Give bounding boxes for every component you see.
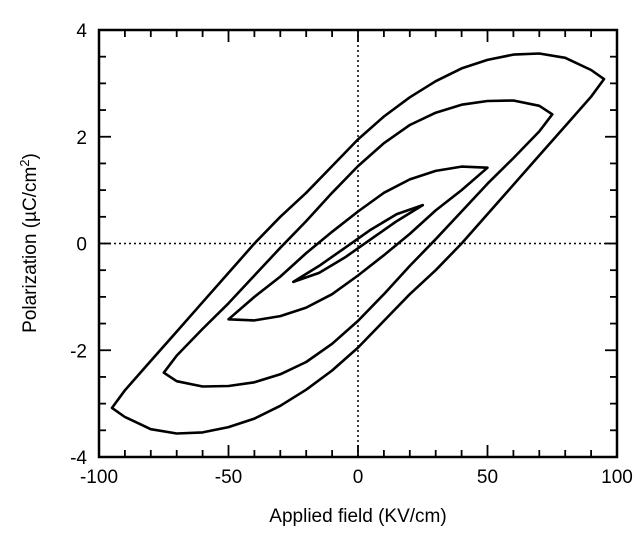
y-axis-label-main: Polarization ( <box>20 221 41 333</box>
hysteresis-loop-2 <box>162 99 554 388</box>
y-axis-label-mu: µ <box>20 211 41 222</box>
x-tick-label: 100 <box>601 467 633 488</box>
y-tick-label: 4 <box>76 21 87 42</box>
hysteresis-loop-1 <box>110 52 606 435</box>
y-axis-label-unit: C/cm <box>20 167 41 211</box>
axis-ticks <box>98 29 618 458</box>
y-tick-label: -4 <box>70 448 87 469</box>
x-axis-label: Applied field (KV/cm) <box>269 506 446 527</box>
y-tick-label: -2 <box>70 341 87 362</box>
hysteresis-loop-4 <box>292 203 425 284</box>
x-tick-label: 0 <box>353 467 364 488</box>
x-tick-label: -50 <box>215 467 242 488</box>
y-tick-label: 0 <box>76 235 87 256</box>
tick-labels: -100 -50 0 50 100 -4 -2 0 2 4 <box>70 21 633 488</box>
reference-lines <box>99 30 617 457</box>
y-axis-label-close: ) <box>20 153 41 159</box>
y-tick-label: 2 <box>76 128 87 149</box>
y-axis-label-superscript: 2 <box>17 159 32 166</box>
hysteresis-loop-3 <box>227 165 489 322</box>
x-tick-label: -100 <box>80 467 118 488</box>
hysteresis-loops <box>110 52 606 435</box>
y-axis-label: Polarization (µC/cm2) <box>17 153 42 333</box>
x-tick-label: 50 <box>477 467 498 488</box>
